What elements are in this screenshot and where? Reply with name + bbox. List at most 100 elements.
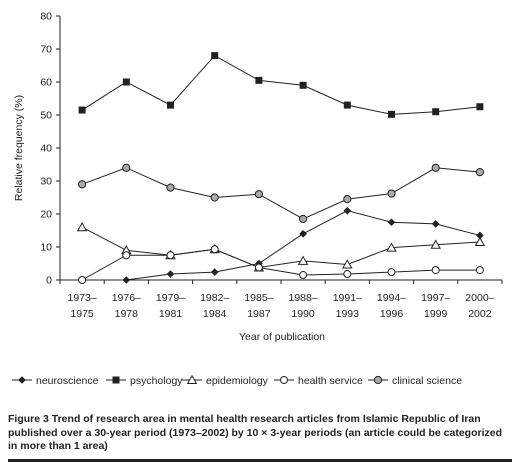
data-point-health-service bbox=[387, 268, 396, 277]
data-point-psychology bbox=[167, 101, 174, 109]
data-point-neuroscience bbox=[387, 218, 396, 227]
x-tick-label: 1984 bbox=[203, 308, 227, 320]
series-line-clinical-science bbox=[81, 167, 480, 220]
x-tick-label: 1976– bbox=[112, 292, 141, 304]
data-point-neuroscience bbox=[343, 206, 352, 215]
data-point-clinical-science bbox=[78, 180, 87, 189]
data-point-clinical-science bbox=[299, 214, 308, 224]
data-point-health-service bbox=[299, 271, 308, 280]
series-layer bbox=[76, 52, 486, 284]
figure-caption: Figure 3 Trend of research area in menta… bbox=[8, 413, 512, 454]
data-point-health-service bbox=[254, 263, 263, 272]
x-tick-label: 2002 bbox=[468, 308, 492, 320]
data-point-neuroscience bbox=[476, 231, 484, 240]
x-tick-label: 1982– bbox=[200, 292, 229, 304]
data-point-psychology bbox=[476, 103, 484, 111]
data-point-health-service bbox=[475, 266, 484, 275]
series-line-health-service bbox=[81, 248, 480, 281]
data-point-clinical-science bbox=[475, 167, 484, 177]
data-point-psychology bbox=[299, 81, 307, 89]
legend-label-neuroscience: neuroscience bbox=[36, 375, 99, 387]
x-tick-label: 2000– bbox=[465, 292, 494, 304]
data-point-epidemiology bbox=[342, 259, 353, 269]
data-point-clinical-science bbox=[210, 193, 219, 202]
data-point-psychology bbox=[211, 52, 219, 60]
chart-axes: 0 10 20 30 40 50 60 70 80 1973– 1975 1976– 1978 1979–… bbox=[40, 11, 503, 320]
data-point-health-service bbox=[166, 251, 175, 260]
y-tick-label: 30 bbox=[40, 176, 52, 188]
data-point-psychology bbox=[255, 76, 263, 84]
data-point-health-service bbox=[210, 245, 219, 254]
data-point-psychology bbox=[432, 108, 440, 116]
legend: neuroscience psychology epidemiology health… bbox=[12, 374, 462, 387]
legend-marker-clinical-science bbox=[373, 375, 383, 385]
bottom-rule bbox=[8, 459, 512, 462]
y-tick-label: 40 bbox=[40, 143, 52, 155]
caption-text: Trend of research area in mental health … bbox=[8, 413, 502, 452]
data-point-psychology bbox=[343, 101, 351, 109]
series-epidemiology bbox=[76, 221, 486, 272]
data-point-neuroscience bbox=[122, 276, 131, 284]
data-point-epidemiology bbox=[76, 221, 88, 232]
y-tick-label: 0 bbox=[46, 275, 52, 287]
data-point-clinical-science bbox=[254, 190, 263, 199]
legend-marker-health-service bbox=[280, 376, 288, 384]
series-health-service bbox=[78, 245, 484, 284]
data-point-neuroscience bbox=[299, 230, 307, 238]
data-point-clinical-science bbox=[387, 189, 396, 198]
data-point-psychology bbox=[388, 110, 395, 118]
x-tick-label: 1981 bbox=[159, 308, 183, 320]
x-tick-label: 1988– bbox=[288, 292, 317, 304]
legend-marker-psychology bbox=[112, 376, 120, 384]
data-point-clinical-science bbox=[431, 163, 440, 172]
x-tick-label: 1975 bbox=[70, 308, 94, 320]
series-clinical-science bbox=[78, 163, 484, 224]
data-point-psychology bbox=[78, 106, 86, 114]
legend-marker-neuroscience bbox=[18, 376, 26, 384]
data-point-epidemiology bbox=[297, 255, 309, 265]
data-point-epidemiology bbox=[386, 242, 397, 252]
data-point-health-service bbox=[431, 266, 440, 275]
data-point-epidemiology bbox=[430, 239, 441, 249]
x-axis-label: Year of publication bbox=[239, 331, 325, 343]
series-line-psychology bbox=[81, 54, 480, 115]
series-psychology bbox=[78, 52, 484, 118]
x-tick-label: 1978 bbox=[115, 308, 139, 320]
x-tick-label: 1987 bbox=[247, 308, 271, 320]
series-line-epidemiology bbox=[81, 226, 480, 268]
y-tick-label: 50 bbox=[40, 110, 52, 122]
y-tick-label: 80 bbox=[40, 11, 52, 23]
data-point-epidemiology bbox=[474, 236, 486, 247]
y-tick-label: 70 bbox=[40, 44, 52, 56]
x-tick-label: 1996 bbox=[380, 308, 404, 320]
x-tick-label: 1973– bbox=[67, 292, 96, 304]
x-tick-label: 1990 bbox=[291, 308, 315, 320]
data-point-clinical-science bbox=[166, 183, 175, 192]
data-point-neuroscience bbox=[210, 268, 219, 276]
data-point-health-service bbox=[343, 270, 352, 279]
line-chart: 0 10 20 30 40 50 60 70 80 1973– 1975 1976– 1978 1979–… bbox=[12, 11, 503, 387]
x-tick-label: 1991– bbox=[333, 292, 362, 304]
series-line-neuroscience bbox=[82, 210, 481, 281]
legend-label-health-service: health service bbox=[298, 375, 363, 387]
data-point-health-service bbox=[122, 251, 131, 260]
y-tick-label: 20 bbox=[40, 209, 52, 221]
data-point-neuroscience bbox=[431, 220, 440, 228]
x-tick-label: 1979– bbox=[156, 292, 185, 304]
legend-label-epidemiology: epidemiology bbox=[206, 375, 269, 387]
x-tick-label: 1985– bbox=[244, 292, 273, 304]
data-point-health-service bbox=[78, 276, 87, 284]
legend-label-psychology: psychology bbox=[130, 375, 183, 387]
legend-marker-epidemiology bbox=[186, 374, 198, 384]
caption-label: Figure 3 bbox=[8, 413, 52, 425]
data-point-clinical-science bbox=[122, 163, 131, 172]
data-point-neuroscience bbox=[166, 270, 175, 278]
x-tick-label: 1994– bbox=[377, 292, 406, 304]
data-point-psychology bbox=[122, 78, 130, 86]
y-tick-label: 10 bbox=[40, 242, 52, 254]
data-point-clinical-science bbox=[343, 195, 352, 204]
y-tick-label: 60 bbox=[40, 77, 52, 89]
x-tick-label: 1999 bbox=[424, 308, 448, 320]
x-tick-label: 1997– bbox=[421, 292, 450, 304]
x-tick-label: 1993 bbox=[336, 308, 360, 320]
